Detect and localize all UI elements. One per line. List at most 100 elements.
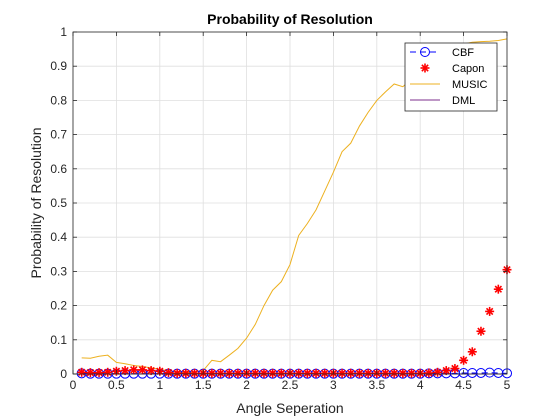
- asterisk-stroke: [147, 366, 155, 375]
- legend-label-music: MUSIC: [452, 79, 488, 91]
- asterisk-stroke: [485, 307, 494, 316]
- x-tick-label: 3.5: [368, 378, 385, 392]
- capon-point: [407, 368, 417, 378]
- asterisk-stroke: [216, 369, 225, 378]
- asterisk-stroke: [442, 366, 450, 375]
- capon-point: [441, 366, 451, 376]
- asterisk-stroke: [459, 356, 468, 365]
- asterisk-stroke: [251, 369, 259, 378]
- capon-point: [450, 364, 460, 374]
- asterisk-stroke: [407, 369, 416, 378]
- legend: CBF Capon MUSIC DML: [404, 42, 498, 112]
- y-tick-label: 0.4: [50, 230, 67, 244]
- capon-point: [493, 284, 503, 294]
- y-tick-label: 0.7: [50, 128, 67, 142]
- legend-items: CBF Capon MUSIC DML: [410, 47, 488, 107]
- capon-point: [94, 368, 104, 378]
- capon-point: [224, 368, 234, 378]
- asterisk-stroke: [86, 368, 95, 377]
- capon-point: [276, 368, 286, 378]
- y-tick-label: 0.5: [50, 196, 67, 210]
- asterisk-stroke: [121, 366, 129, 375]
- capon-point: [172, 368, 182, 378]
- asterisk-stroke: [138, 366, 147, 374]
- capon-point: [459, 355, 469, 365]
- x-tick-label: 4: [417, 378, 424, 392]
- y-tick-label: 0.8: [50, 93, 67, 107]
- tick-marks: [72, 31, 508, 375]
- legend-entry-dml: DML: [410, 95, 475, 107]
- capon-point: [85, 368, 95, 378]
- capon-point: [467, 347, 477, 357]
- capon-point: [146, 366, 156, 376]
- capon-point: [207, 368, 217, 378]
- legend-label-cbf: CBF: [452, 47, 474, 59]
- asterisk-stroke: [321, 369, 329, 378]
- asterisk-stroke: [95, 368, 103, 377]
- capon-point: [268, 368, 278, 378]
- capon-point: [476, 326, 486, 336]
- asterisk-stroke: [451, 364, 459, 373]
- asterisk-stroke: [182, 369, 190, 378]
- asterisk-stroke: [494, 285, 503, 293]
- y-tick-label: 0.9: [50, 59, 67, 73]
- asterisk-stroke: [277, 369, 286, 378]
- asterisk-stroke: [294, 369, 303, 378]
- asterisk-stroke: [268, 369, 277, 378]
- asterisk-stroke: [338, 369, 346, 378]
- capon-point: [311, 368, 321, 378]
- y-axis-label: Probability of Resolution: [28, 128, 44, 279]
- capon-point: [216, 368, 226, 378]
- y-tick-label: 0.2: [50, 299, 67, 313]
- asterisk-stroke: [477, 327, 485, 335]
- capon-point: [389, 368, 399, 378]
- asterisk-stroke: [303, 369, 312, 378]
- legend-box: [404, 42, 498, 112]
- asterisk-stroke: [312, 369, 320, 378]
- capon-point: [233, 368, 243, 378]
- x-tick-label: 0.5: [108, 378, 125, 392]
- capon-point: [433, 367, 443, 377]
- asterisk-stroke: [421, 64, 429, 72]
- asterisk-stroke: [164, 368, 173, 377]
- capon-point: [337, 368, 347, 378]
- asterisk-stroke: [260, 369, 268, 378]
- capon-point: [302, 368, 312, 378]
- y-tick-label: 0: [60, 367, 67, 381]
- capon-point: [354, 368, 364, 378]
- x-tick-label: 2.5: [282, 378, 299, 392]
- capon-point: [120, 366, 130, 376]
- asterisk-stroke: [364, 369, 372, 378]
- capon-point: [250, 368, 260, 378]
- capon-point: [380, 368, 390, 378]
- capon-point: [181, 368, 191, 378]
- asterisk-stroke: [381, 369, 390, 378]
- legend-entry-music: MUSIC: [410, 79, 488, 91]
- asterisk-stroke: [225, 369, 233, 378]
- asterisk-stroke: [468, 348, 476, 356]
- x-tick-label: 0: [70, 378, 77, 392]
- x-tick-label: 1: [156, 378, 163, 392]
- capon-point: [190, 368, 200, 378]
- asterisk-stroke: [390, 369, 398, 378]
- capon-point: [103, 367, 113, 377]
- asterisk-stroke: [130, 366, 138, 374]
- capon-point: [129, 365, 139, 375]
- x-tick-label: 2: [243, 378, 250, 392]
- capon-point: [398, 368, 408, 378]
- legend-marker-capon: [420, 63, 430, 73]
- y-tick-labels: 0 0.1 0.2 0.3 0.4 0.5 0.6 0.7 0.8 0.9 1: [50, 25, 67, 381]
- capon-point: [346, 368, 356, 378]
- chart-title: Probability of Resolution: [207, 11, 373, 27]
- capon-point: [163, 368, 173, 378]
- asterisk-stroke: [425, 369, 433, 377]
- capon-point: [294, 368, 304, 378]
- legend-marker-cbf: [420, 47, 430, 57]
- asterisk-stroke: [208, 369, 216, 378]
- capon-point: [485, 306, 495, 316]
- capon-point: [363, 368, 373, 378]
- legend-entry-capon: Capon: [420, 63, 484, 75]
- capon-point: [137, 365, 147, 375]
- asterisk-stroke: [399, 369, 407, 378]
